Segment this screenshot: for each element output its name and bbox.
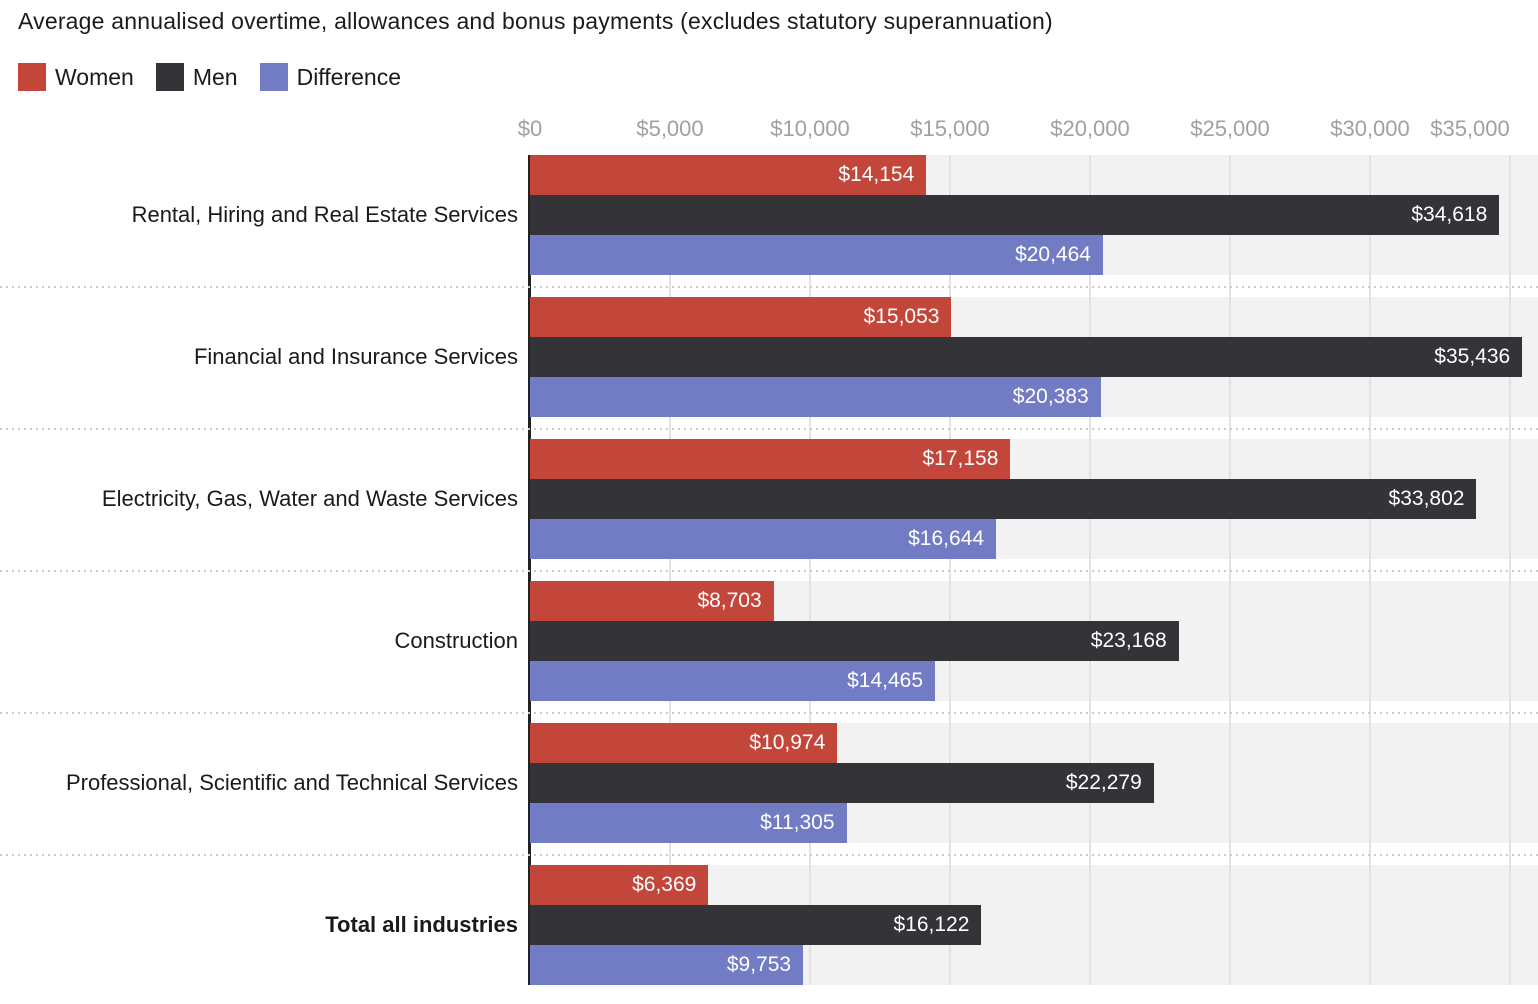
x-axis-tick-label: $25,000 — [1190, 116, 1270, 141]
group-separator — [0, 854, 1538, 856]
legend: Women Men Difference — [18, 63, 423, 91]
bar-value-label: $6,369 — [632, 873, 697, 896]
group-separator — [0, 428, 1538, 430]
group-separator — [0, 570, 1538, 572]
legend-item-difference: Difference — [259, 63, 401, 91]
bar-women: $15,053 — [530, 297, 952, 337]
bar-men: $34,618 — [530, 195, 1500, 235]
bar-difference: $14,465 — [530, 661, 936, 701]
category-label: Construction — [394, 628, 518, 653]
category-label: Total all industries — [325, 912, 518, 937]
legend-swatch-women-icon — [18, 63, 46, 91]
bar-women: $6,369 — [530, 865, 709, 905]
bar-value-label: $22,279 — [1065, 771, 1142, 794]
bar-difference: $9,753 — [530, 945, 804, 985]
legend-swatch-men-icon — [155, 63, 184, 91]
x-axis-tick-label: $10,000 — [770, 116, 850, 141]
legend-label-difference: Difference — [296, 63, 401, 90]
x-axis-tick-label: $20,000 — [1050, 116, 1130, 141]
bar-value-label: $14,154 — [838, 163, 915, 186]
bar-difference: $11,305 — [530, 803, 847, 843]
category-label: Rental, Hiring and Real Estate Services — [131, 202, 518, 227]
x-axis-tick-label: $0 — [517, 116, 543, 141]
legend-label-women: Women — [55, 63, 134, 90]
bar-women: $10,974 — [530, 723, 838, 763]
bar-difference: $20,383 — [530, 377, 1101, 417]
bar-value-label: $9,753 — [726, 953, 792, 976]
bar-men: $22,279 — [530, 763, 1154, 803]
bar-men: $33,802 — [530, 479, 1477, 519]
chart-title: Average annualised overtime, allowances … — [18, 8, 1053, 34]
bar-difference: $16,644 — [530, 519, 997, 559]
x-axis-tick-label: $15,000 — [910, 116, 990, 141]
x-axis-tick-label: $5,000 — [636, 116, 704, 141]
category-label: Professional, Scientific and Technical S… — [65, 770, 518, 795]
group-separator — [0, 712, 1538, 714]
bar-value-label: $34,618 — [1411, 203, 1488, 226]
bar-women: $14,154 — [530, 155, 927, 195]
x-axis-tick-label: $30,000 — [1330, 116, 1410, 141]
bar-women: $8,703 — [530, 581, 774, 621]
bar-value-label: $10,974 — [749, 731, 826, 754]
bar-value-label: $23,168 — [1090, 629, 1167, 652]
bar-men: $23,168 — [530, 621, 1179, 661]
bar-value-label: $16,644 — [908, 527, 985, 550]
bar-value-label: $20,464 — [1015, 243, 1091, 266]
legend-label-men: Men — [192, 63, 238, 90]
bar-women: $17,158 — [530, 439, 1011, 479]
category-label: Financial and Insurance Services — [193, 344, 518, 369]
bar-value-label: $35,436 — [1434, 345, 1511, 368]
legend-item-men: Men — [155, 63, 238, 91]
group-separator — [0, 286, 1538, 288]
bar-value-label: $16,122 — [893, 913, 970, 936]
bar-value-label: $17,158 — [922, 447, 999, 470]
legend-item-women: Women — [18, 63, 134, 91]
bar-value-label: $20,383 — [1012, 385, 1089, 408]
bar-men: $35,436 — [530, 337, 1523, 377]
bar-value-label: $14,465 — [847, 669, 924, 692]
bar-value-label: $11,305 — [760, 811, 835, 834]
bar-value-label: $8,703 — [697, 589, 762, 612]
category-label: Electricity, Gas, Water and Waste Servic… — [101, 486, 518, 511]
legend-swatch-difference-icon — [259, 63, 288, 91]
bar-value-label: $15,053 — [863, 305, 940, 328]
bar-value-label: $33,802 — [1388, 487, 1465, 510]
bar-men: $16,122 — [530, 905, 982, 945]
bar-difference: $20,464 — [530, 235, 1103, 275]
x-axis-tick-label: $35,000 — [1430, 116, 1510, 141]
